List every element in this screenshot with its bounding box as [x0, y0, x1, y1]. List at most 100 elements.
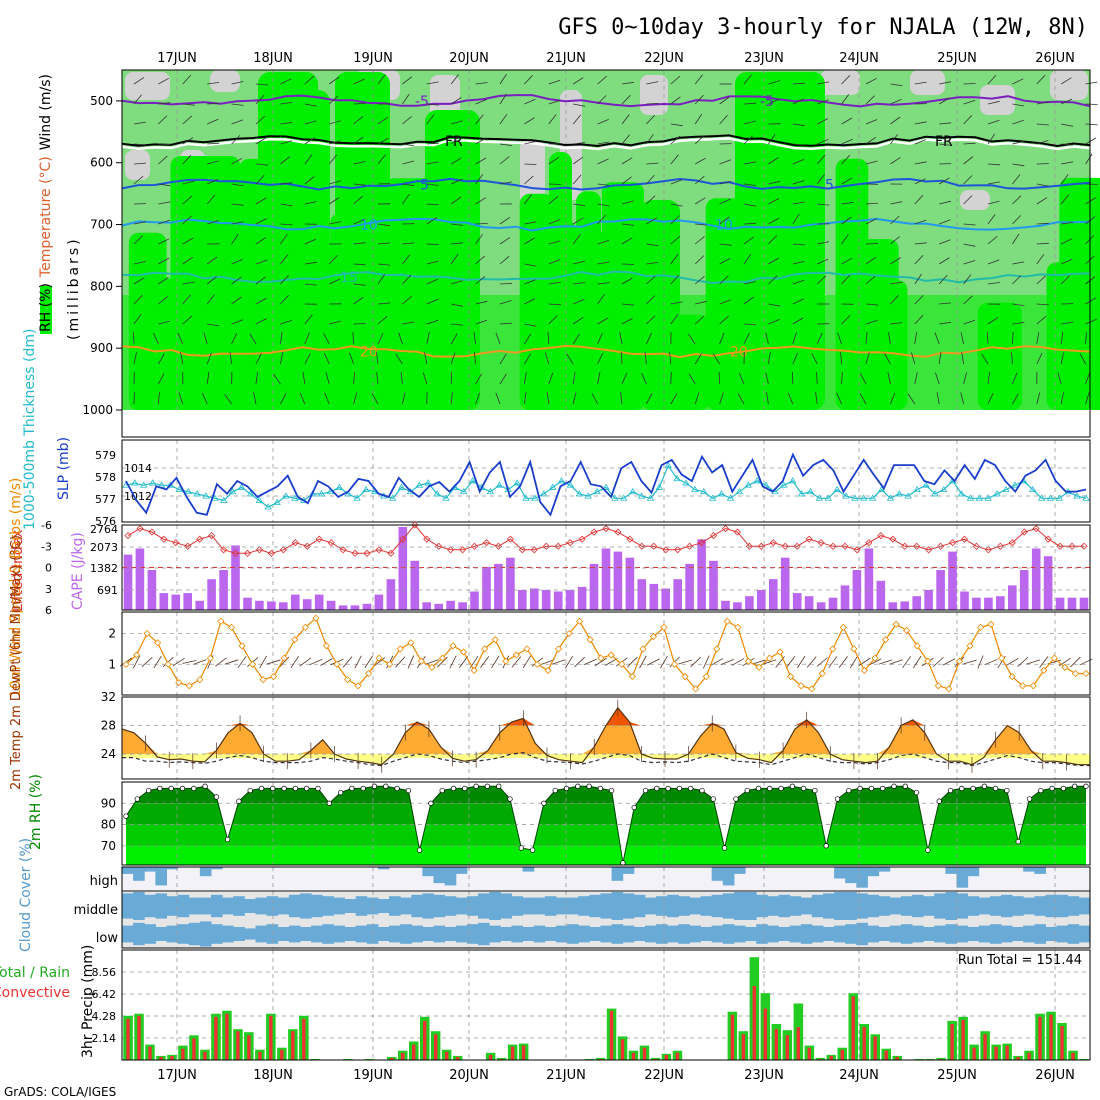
precip-conv-bar-66 [851, 996, 855, 1060]
wind-barb-607 [987, 317, 999, 325]
cloud-high-3 [155, 867, 167, 886]
precip-conv-bar-68 [873, 1036, 877, 1060]
cloud-high-36 [522, 867, 535, 872]
rh-dry-patch-11 [125, 150, 150, 180]
cape-bar-50 [721, 600, 730, 610]
wind-barb-235 [450, 352, 456, 365]
rh-point-75 [970, 785, 976, 792]
wind-barb-661 [1057, 372, 1062, 385]
wind-barb-187 [402, 76, 413, 85]
cloud-low-55 [734, 925, 746, 943]
cape-bar-36 [553, 591, 563, 610]
wind-barb-218 [424, 352, 428, 365]
wind10-point-80 [966, 642, 974, 650]
rh-dry-patch-1 [210, 70, 240, 92]
precip-conv-bar-46 [631, 1052, 636, 1060]
wind-barb-314 [572, 234, 581, 245]
wind-barb-71 [231, 135, 241, 145]
wind10-barb-34 [480, 656, 490, 668]
wind10-barb-57 [720, 659, 734, 665]
wind-barb-39 [182, 180, 195, 185]
wind-barb-74 [231, 203, 244, 206]
wind-barb-478 [817, 118, 829, 125]
cloud-high-76 [967, 867, 980, 877]
cloud-low-57 [756, 924, 768, 944]
wind-barb-535 [890, 236, 900, 245]
wind-barb-226 [451, 178, 463, 185]
precip-conv-bar-30 [456, 1056, 460, 1060]
cloud-middle-60 [789, 896, 802, 916]
lifted-point-57 [805, 535, 813, 543]
wind-barb-55 [207, 160, 219, 165]
wind10-point-45 [597, 654, 605, 662]
cloud-middle-12 [255, 897, 268, 915]
li-ylabel-0: -6 [41, 519, 52, 532]
wind-barb-328 [597, 183, 610, 186]
wind10-barb-82 [984, 658, 998, 666]
wind-barb-627 [1012, 372, 1018, 385]
rh-point-45 [631, 804, 637, 811]
wind10-barb-66 [816, 657, 828, 667]
wind-barb-43 [182, 256, 193, 265]
rh-point-48 [665, 785, 671, 792]
thickness-point-102 [1028, 485, 1037, 492]
wind-barb-345 [621, 176, 632, 185]
wind-barb-572 [939, 302, 952, 305]
wind10-point-69 [850, 645, 858, 653]
precip-conv-bar-35 [510, 1046, 515, 1060]
wind-barb-676 [1085, 331, 1087, 345]
wind-barb-618 [1012, 195, 1022, 205]
wind-barb-205 [426, 103, 439, 106]
cloud-low-81 [1023, 925, 1035, 943]
precip-conv-bar-49 [664, 1054, 669, 1060]
wind-barb-438 [743, 333, 750, 345]
wind-barb-227 [450, 196, 462, 205]
cape-bar-16 [314, 594, 324, 610]
wind-barb-506 [837, 332, 842, 345]
wind-barb-656 [1060, 275, 1070, 285]
precip-conv-bar-85 [1060, 1026, 1064, 1060]
lifted-point-15 [303, 542, 311, 550]
cloud-middle-22 [366, 897, 379, 915]
cloud-low-83 [1045, 927, 1058, 941]
precip-total-bar-34 [496, 1057, 507, 1060]
cloud-low-10 [233, 927, 245, 941]
lifted-point-49 [709, 532, 718, 540]
wind10-barb-17 [299, 657, 312, 667]
wind10-barb-32 [459, 656, 469, 668]
lifted-point-25 [423, 535, 431, 543]
wind-barb-508 [841, 371, 843, 385]
wind-barb-339 [591, 393, 598, 405]
lifted-point-5 [184, 542, 192, 550]
wind10-barb-84 [1005, 658, 1019, 666]
wind-barb-595 [987, 74, 997, 85]
thickness-point-87 [895, 490, 904, 497]
rh-point-12 [258, 785, 265, 792]
wind-barb-262 [499, 216, 511, 225]
wind-barb-299 [548, 281, 561, 285]
cape-bar-58 [816, 602, 826, 610]
wind-barb-21 [158, 155, 168, 165]
wind-barb-496 [841, 138, 853, 145]
date-top-24JUN: 24JUN [839, 51, 879, 66]
rh-point-42 [597, 785, 604, 792]
wind-barb-455 [765, 332, 769, 345]
lifted-point-45 [662, 546, 670, 554]
wind-barb-465 [792, 201, 805, 205]
cloud-middle-4 [166, 896, 179, 916]
wind-barb-548 [914, 161, 927, 165]
wind-barb-158 [353, 183, 366, 186]
wind-barb-653 [1061, 222, 1074, 225]
isotherm-label-5a: 20 [360, 344, 378, 360]
cloud-low-66 [856, 922, 868, 946]
cloud-low-11 [244, 928, 256, 940]
rh-point-18 [326, 800, 332, 806]
wind-barb-359 [646, 115, 655, 125]
cape-bar-57 [804, 596, 814, 610]
thickness-point-39 [468, 477, 477, 484]
wind-barb-593 [963, 372, 967, 385]
wind-barb-48 [180, 352, 184, 365]
thickness-point-18 [282, 492, 290, 499]
wind10-point-73 [892, 620, 900, 628]
cape-bar-34 [530, 588, 539, 610]
